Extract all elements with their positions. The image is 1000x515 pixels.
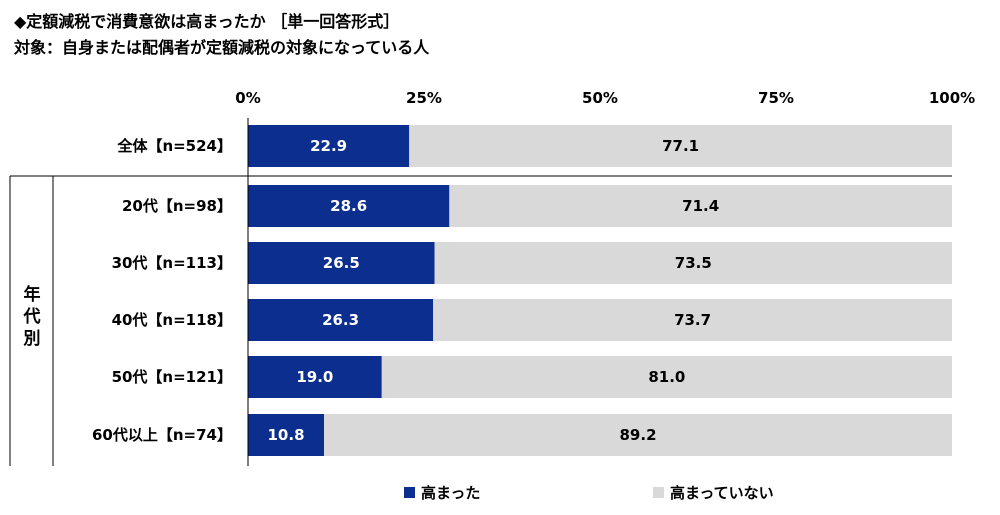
data-label-increased: 26.5: [323, 254, 360, 272]
data-label-increased: 10.8: [268, 426, 305, 444]
x-tick-label: 0%: [235, 89, 260, 107]
bar-increased: [248, 185, 450, 227]
bar-not-increased: [381, 356, 952, 398]
group-label-char: 年: [24, 284, 41, 305]
chart-title: ◆定額減税で消費意欲は高まったか ［単一回答形式］: [14, 12, 400, 31]
x-tick-label: 25%: [406, 89, 442, 107]
legend-item-increased: 高まった: [404, 482, 480, 503]
data-label-increased: 22.9: [310, 137, 347, 155]
bar-increased: [248, 125, 410, 167]
legend-swatch-increased: [404, 487, 415, 498]
x-tick-label: 75%: [758, 89, 794, 107]
category-label: 50代【n=121】: [112, 368, 232, 386]
bar-not-increased: [434, 242, 952, 284]
x-tick-label: 50%: [582, 89, 618, 107]
bar-increased: [248, 242, 435, 284]
group-label-char: 別: [23, 329, 41, 349]
bar-not-increased: [449, 185, 952, 227]
category-label: 30代【n=113】: [112, 254, 232, 272]
chart-subtitle: 対象：自身または配偶者が定額減税の対象になっている人: [14, 38, 430, 57]
category-label: 20代【n=98】: [122, 197, 232, 215]
bar-increased: [248, 414, 325, 456]
bar-not-increased: [433, 299, 953, 341]
data-label-increased: 28.6: [330, 197, 367, 215]
legend-label-not-increased: 高まっていない: [670, 484, 774, 502]
legend-swatch-not-increased: [653, 487, 664, 498]
bar-not-increased: [409, 125, 952, 167]
data-label-not-increased: 89.2: [620, 426, 657, 444]
bar-not-increased: [324, 414, 953, 456]
data-label-not-increased: 71.4: [682, 197, 719, 215]
legend-item-not-increased: 高まっていない: [653, 482, 774, 503]
category-label: 60代以上【n=74】: [92, 426, 232, 444]
bar-increased: [248, 299, 434, 341]
data-label-not-increased: 77.1: [662, 137, 699, 155]
group-label-char: 代: [23, 306, 41, 327]
legend-label-increased: 高まった: [421, 484, 481, 502]
category-label: 全体【n=524】: [116, 137, 232, 155]
data-label-increased: 19.0: [296, 368, 333, 386]
data-label-not-increased: 81.0: [648, 368, 685, 386]
bar-increased: [248, 356, 382, 398]
data-label-not-increased: 73.5: [675, 254, 712, 272]
x-tick-label: 100%: [929, 89, 975, 107]
data-label-not-increased: 73.7: [674, 311, 711, 329]
category-label: 40代【n=118】: [112, 311, 232, 329]
data-label-increased: 26.3: [322, 311, 359, 329]
